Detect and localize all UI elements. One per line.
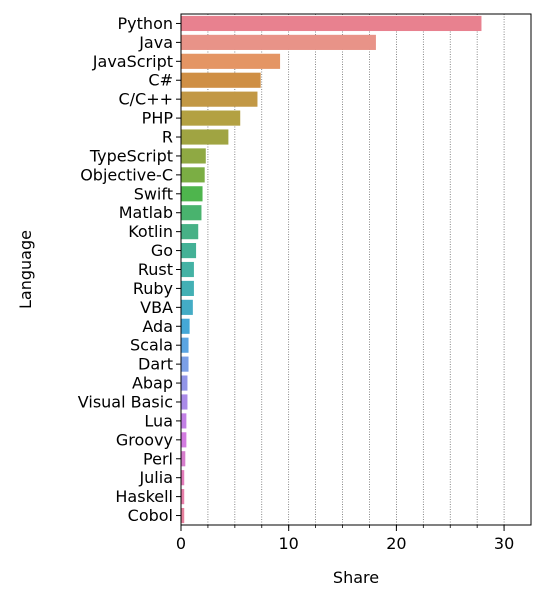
bar: [181, 318, 190, 334]
x-axis-ticks: 0 10 20 30: [176, 525, 514, 553]
y-tick-label: C/C++: [118, 90, 173, 109]
bar: [181, 451, 186, 467]
y-tick-label: TypeScript: [89, 146, 173, 165]
y-tick-label: Swift: [134, 184, 173, 203]
y-tick-label: JavaScript: [92, 52, 173, 71]
y-tick-label: R: [162, 128, 173, 147]
bars: [181, 15, 482, 524]
x-tick-label: 0: [176, 534, 186, 553]
bar: [181, 489, 185, 505]
bar: [181, 394, 188, 410]
x-tick-label: 10: [279, 534, 299, 553]
bar: [181, 280, 194, 296]
y-tick-label: Ruby: [133, 279, 173, 298]
y-tick-label: Groovy: [116, 430, 173, 449]
bar: [181, 413, 187, 429]
bar: [181, 243, 197, 259]
bar: [181, 15, 482, 32]
x-axis-label: Share: [333, 568, 379, 587]
bar: [181, 375, 188, 391]
bar: [181, 148, 206, 164]
y-tick-label: Python: [118, 14, 173, 33]
bar: [181, 72, 261, 88]
y-tick-label: Ada: [142, 317, 173, 336]
y-tick-label: Java: [138, 33, 173, 52]
y-tick-label: Matlab: [119, 203, 173, 222]
bar: [181, 337, 189, 353]
grid-lines: [207, 14, 505, 525]
x-tick-label: 30: [494, 534, 514, 553]
bar: [181, 507, 185, 524]
y-tick-label: C#: [148, 71, 173, 90]
bar: [181, 110, 241, 126]
y-tick-label: Rust: [138, 260, 173, 279]
bar: [181, 186, 203, 202]
bar: [181, 91, 258, 107]
y-tick-label: Perl: [143, 449, 173, 468]
y-tick-label: Objective-C: [80, 165, 173, 184]
y-tick-label: Julia: [138, 468, 173, 487]
y-tick-label: VBA: [140, 298, 173, 317]
y-tick-label: Cobol: [128, 506, 173, 525]
y-axis-label: Language: [16, 230, 35, 309]
bar: [181, 53, 281, 69]
y-tick-label: Lua: [144, 411, 173, 430]
bar: [181, 432, 187, 448]
y-axis-ticks: PythonJavaJavaScriptC#C/C++PHPRTypeScrip…: [78, 14, 181, 525]
y-tick-label: Haskell: [115, 487, 173, 506]
bar: [181, 167, 205, 183]
bar: [181, 470, 185, 486]
bar: [181, 299, 193, 315]
bar: [181, 205, 202, 221]
plot-frame: [180, 13, 532, 526]
bar: [181, 261, 194, 278]
x-tick-label: 20: [386, 534, 406, 553]
y-tick-label: Dart: [138, 355, 173, 374]
bar: [181, 224, 199, 240]
y-tick-label: Scala: [130, 336, 173, 355]
y-tick-label: Abap: [132, 374, 173, 393]
y-tick-label: PHP: [142, 109, 174, 128]
bar: [181, 356, 189, 372]
bar: [181, 129, 229, 145]
y-tick-label: Go: [151, 241, 173, 260]
bar: [181, 34, 376, 50]
y-tick-label: Visual Basic: [78, 392, 173, 411]
y-tick-label: Kotlin: [128, 222, 173, 241]
